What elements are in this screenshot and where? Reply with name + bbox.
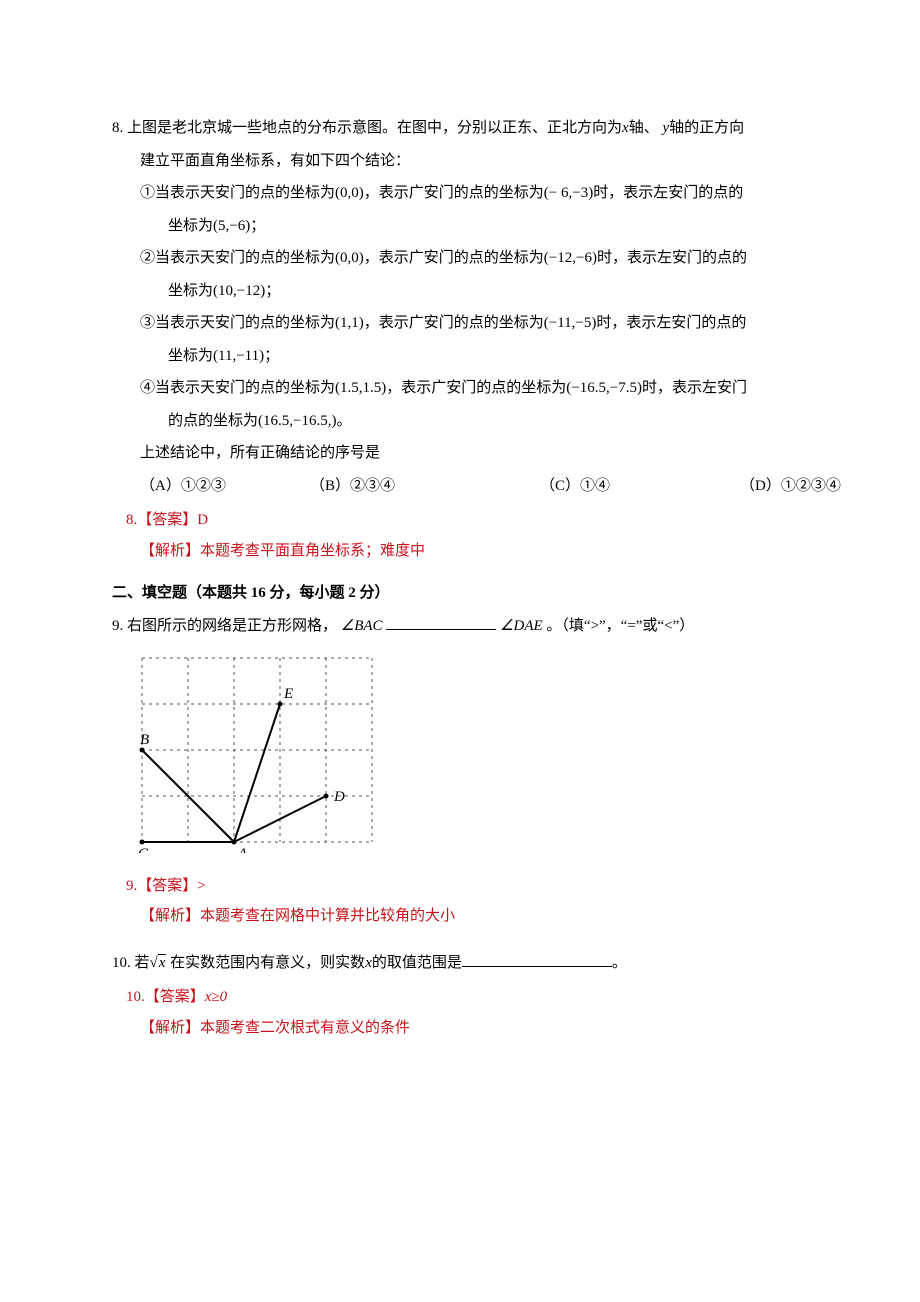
- q8-s2fb: (10,−12): [213, 283, 265, 299]
- q8-s3c: ，表示广安门的点的坐标为: [364, 315, 544, 331]
- q10-xvar: x: [365, 955, 372, 971]
- q9-grid-svg: A B C D E: [132, 648, 382, 853]
- q8-stem-a: 上图是老北京城一些地点的分布示意图。在图中，分别以正东、正北方向为: [127, 120, 622, 136]
- q8-stem-c: 轴的正方向: [669, 120, 744, 136]
- q8-s1d: (− 6,−3): [544, 185, 593, 201]
- section2-title: 二、填空题（本题共 16 分，每小题 2 分）: [112, 579, 820, 608]
- q8-stmt2-line1: ②当表示天安门的点的坐标为(0,0)，表示广安门的点的坐标为(−12,−6)时，…: [112, 244, 820, 273]
- svg-text:B: B: [140, 732, 149, 748]
- q8-s3fa: 坐标为: [168, 348, 213, 364]
- svg-text:C: C: [138, 846, 149, 853]
- q8-stmt4-line1: ④当表示天安门的点的坐标为(1.5,1.5)，表示广安门的点的坐标为(−16.5…: [112, 374, 820, 403]
- q8-option-c: （C）①④: [540, 472, 740, 501]
- q8-s3fb: (11,−11): [213, 348, 264, 364]
- q10-stem-c: 的取值范围是: [372, 955, 462, 971]
- q8-stmt3-line1: ③当表示天安门的点的坐标为(1,1)，表示广安门的点的坐标为(−11,−5)时，…: [112, 309, 820, 338]
- q8-s3d: (−11,−5): [544, 315, 597, 331]
- q8-stmt1-line2: 坐标为(5,−6)；: [112, 212, 820, 241]
- q8-stem-line2: 建立平面直角坐标系，有如下四个结论：: [112, 147, 820, 176]
- q10-blank: [462, 951, 612, 967]
- q9-angle2: ∠DAE: [500, 618, 543, 634]
- q9-answer-value: >: [197, 878, 205, 894]
- q8-s1a: ①当表示天安门的点的坐标为: [140, 185, 335, 201]
- q9-stem: 9. 右图所示的网络是正方形网格， ∠BAC ∠DAE 。（填“>”，“=”或“…: [112, 612, 820, 641]
- q8-s3e: 时，表示左安门的点的: [596, 315, 746, 331]
- q8-s4c: ，表示广安门的点的坐标为: [386, 380, 566, 396]
- spacer: [112, 931, 820, 945]
- q8-s3fc: ；: [264, 348, 279, 364]
- q8-s1e: 时，表示左安门的点的: [593, 185, 743, 201]
- q9-analysis: 【解析】本题考查在网格中计算并比较角的大小: [112, 902, 820, 931]
- q9-answer: 9.【答案】>: [112, 872, 820, 901]
- q8-s2fc: ；: [265, 283, 280, 299]
- q10-answer-value: x≥0: [205, 989, 227, 1005]
- q8-s4fc: 。: [336, 413, 351, 429]
- q8-s4fb: (16.5,−16.5,): [258, 413, 336, 429]
- q10-stem: 10. 若√x 在实数范围内有意义，则实数x的取值范围是。: [112, 949, 820, 978]
- q8-analysis: 【解析】本题考查平面直角坐标系；难度中: [112, 537, 820, 566]
- q8-s4e: 时，表示左安门: [642, 380, 747, 396]
- q8-s1b: (0,0): [335, 185, 364, 201]
- q10-stem-b: 在实数范围内有意义，则实数: [170, 955, 365, 971]
- q8-s1c: ，表示广安门的点的坐标为: [364, 185, 544, 201]
- q8-s3a: ③当表示天安门的点的坐标为: [140, 315, 335, 331]
- q8-s1fb: (5,−6): [213, 218, 250, 234]
- q9-figure: A B C D E: [132, 648, 820, 864]
- svg-text:A: A: [237, 846, 248, 853]
- q10-stem-a: 若: [135, 955, 150, 971]
- q8-stmt3-line2: 坐标为(11,−11)；: [112, 342, 820, 371]
- q8-s4fa: 的点的坐标为: [168, 413, 258, 429]
- q9-stem-b: 。（填“>”，“=”或“<”）: [546, 618, 694, 634]
- q10-analysis: 【解析】本题考查二次根式有意义的条件: [112, 1014, 820, 1043]
- q8-s2fa: 坐标为: [168, 283, 213, 299]
- q8-s2d: (−12,−6): [544, 250, 597, 266]
- q10-sqrt-arg: x: [158, 954, 167, 972]
- q9-number: 9.: [112, 618, 123, 634]
- q8-option-a: （A）①②③: [140, 472, 310, 501]
- q8-stmt1-line1: ①当表示天安门的点的坐标为(0,0)，表示广安门的点的坐标为(− 6,−3)时，…: [112, 179, 820, 208]
- q8-s2c: ，表示广安门的点的坐标为: [364, 250, 544, 266]
- q8-stmt4-line2: 的点的坐标为(16.5,−16.5,)。: [112, 407, 820, 436]
- q8-option-d: （D）①②③④: [740, 472, 860, 501]
- q8-options: （A）①②③ （B）②③④ （C）①④ （D）①②③④: [112, 472, 820, 501]
- q8-s2b: (0,0): [335, 250, 364, 266]
- q8-s4d: (−16.5,−7.5): [566, 380, 642, 396]
- q8-stmt2-line2: 坐标为(10,−12)；: [112, 277, 820, 306]
- q8-s1fc: ；: [250, 218, 265, 234]
- q8-answer-value: D: [197, 512, 208, 528]
- q8-conclusion: 上述结论中，所有正确结论的序号是: [112, 439, 820, 468]
- q9-answer-label: 9.【答案】: [126, 878, 197, 894]
- q8-s4b: (1.5,1.5): [335, 380, 386, 396]
- q8-number: 8.: [112, 120, 123, 136]
- q10-stem-d: 。: [612, 955, 627, 971]
- q8-xvar: x: [622, 120, 629, 136]
- q8-stem-b: 轴、: [629, 120, 659, 136]
- q8-s1fa: 坐标为: [168, 218, 213, 234]
- q10-answer-label: 10.【答案】: [126, 989, 205, 1005]
- q9-stem-a: 右图所示的网络是正方形网格，: [127, 618, 337, 634]
- q10-sqrt: √x: [150, 949, 167, 978]
- q8-stem-line1: 8. 上图是老北京城一些地点的分布示意图。在图中，分别以正东、正北方向为x轴、 …: [112, 114, 820, 143]
- q8-answer: 8.【答案】D: [112, 506, 820, 535]
- q9-angle1: ∠BAC: [341, 618, 383, 634]
- page: 8. 上图是老北京城一些地点的分布示意图。在图中，分别以正东、正北方向为x轴、 …: [0, 0, 920, 1102]
- q8-s2e: 时，表示左安门的点的: [597, 250, 747, 266]
- q8-answer-label: 8.【答案】: [126, 512, 197, 528]
- q8-s3b: (1,1): [335, 315, 364, 331]
- q10-answer: 10.【答案】x≥0: [112, 983, 820, 1012]
- svg-text:D: D: [333, 789, 345, 805]
- q10-number: 10.: [112, 955, 131, 971]
- q8-s2a: ②当表示天安门的点的坐标为: [140, 250, 335, 266]
- q9-blank: [386, 614, 496, 630]
- q8-s4a: ④当表示天安门的点的坐标为: [140, 380, 335, 396]
- svg-text:E: E: [283, 686, 293, 702]
- q8-option-b: （B）②③④: [310, 472, 540, 501]
